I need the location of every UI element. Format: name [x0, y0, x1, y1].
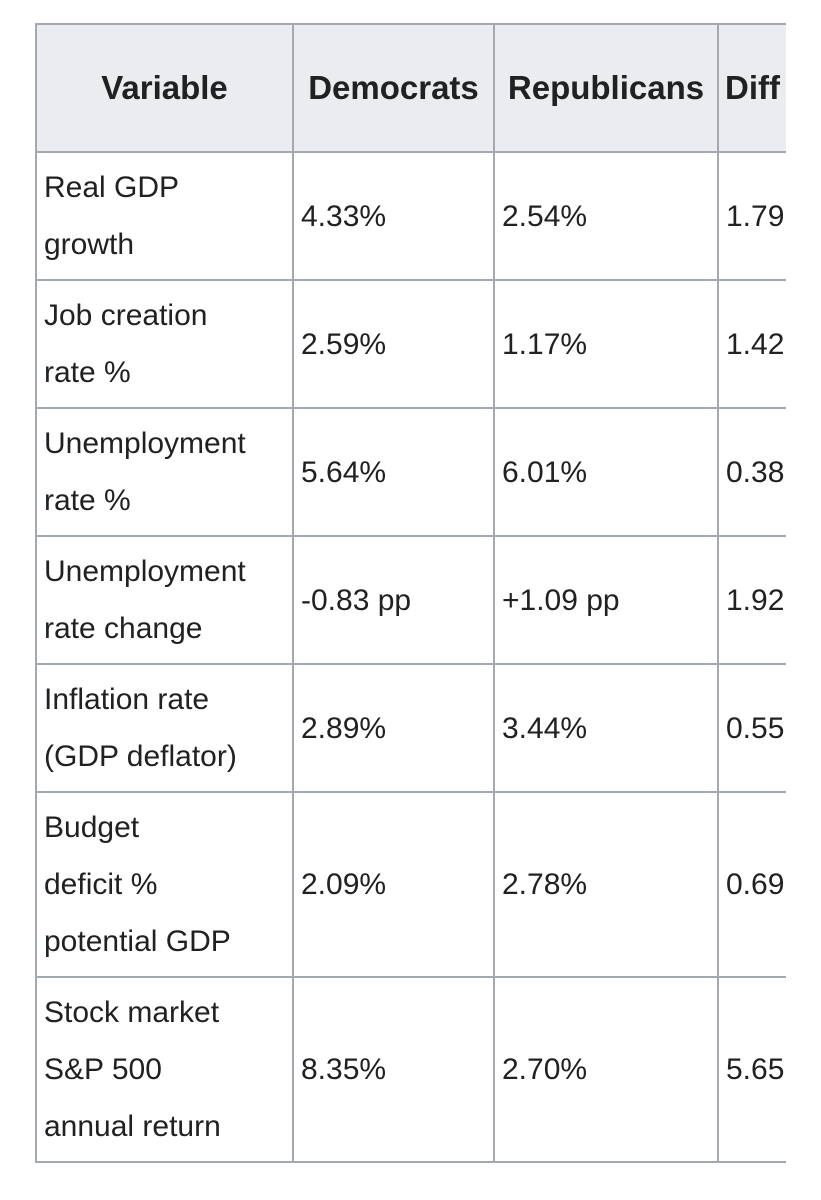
cell-variable: Unemployment rate change	[35, 535, 294, 665]
cell-republicans: 3.44%	[493, 663, 719, 793]
cell-difference: 1.42	[717, 279, 786, 409]
cell-democrats: 2.59%	[292, 279, 495, 409]
cell-variable: Real GDP growth	[35, 151, 294, 281]
cell-democrats: -0.83 pp	[292, 535, 495, 665]
cell-variable: Job creation rate %	[35, 279, 294, 409]
header-democrats: Democrats	[292, 23, 495, 153]
cell-variable: Budget deficit % potential GDP	[35, 791, 294, 978]
cell-difference: 0.55	[717, 663, 786, 793]
table-row: Unemployment rate change -0.83 pp +1.09 …	[35, 535, 786, 665]
cell-variable: Unemployment rate %	[35, 407, 294, 537]
table-row: Inflation rate (GDP deflator) 2.89% 3.44…	[35, 663, 786, 793]
table-row: Budget deficit % potential GDP 2.09% 2.7…	[35, 791, 786, 978]
cell-difference: 1.79	[717, 151, 786, 281]
cell-variable: Stock market S&P 500 annual return	[35, 976, 294, 1163]
cell-republicans: 2.70%	[493, 976, 719, 1163]
table-row: Unemployment rate % 5.64% 6.01% 0.38	[35, 407, 786, 537]
table-row: Stock market S&P 500 annual return 8.35%…	[35, 976, 786, 1163]
header-difference: Diff	[717, 23, 786, 153]
header-variable: Variable	[35, 23, 294, 153]
cell-difference: 5.65	[717, 976, 786, 1163]
comparison-table-viewport[interactable]: Variable Democrats Republicans Diff Real…	[35, 23, 786, 1175]
cell-republicans: 1.17%	[493, 279, 719, 409]
cell-democrats: 2.09%	[292, 791, 495, 978]
header-republicans: Republicans	[493, 23, 719, 153]
cell-republicans: 2.54%	[493, 151, 719, 281]
cell-republicans: 6.01%	[493, 407, 719, 537]
table-header-row: Variable Democrats Republicans Diff	[35, 23, 786, 153]
cell-democrats: 2.89%	[292, 663, 495, 793]
table-row: Job creation rate % 2.59% 1.17% 1.42	[35, 279, 786, 409]
cell-difference: 1.92	[717, 535, 786, 665]
cell-democrats: 8.35%	[292, 976, 495, 1163]
cell-variable: Inflation rate (GDP deflator)	[35, 663, 294, 793]
table-row: Real GDP growth 4.33% 2.54% 1.79	[35, 151, 786, 281]
cell-democrats: 5.64%	[292, 407, 495, 537]
comparison-table: Variable Democrats Republicans Diff Real…	[35, 23, 786, 1163]
cell-difference: 0.38	[717, 407, 786, 537]
cell-republicans: +1.09 pp	[493, 535, 719, 665]
cell-republicans: 2.78%	[493, 791, 719, 978]
cell-democrats: 4.33%	[292, 151, 495, 281]
cell-difference: 0.69	[717, 791, 786, 978]
